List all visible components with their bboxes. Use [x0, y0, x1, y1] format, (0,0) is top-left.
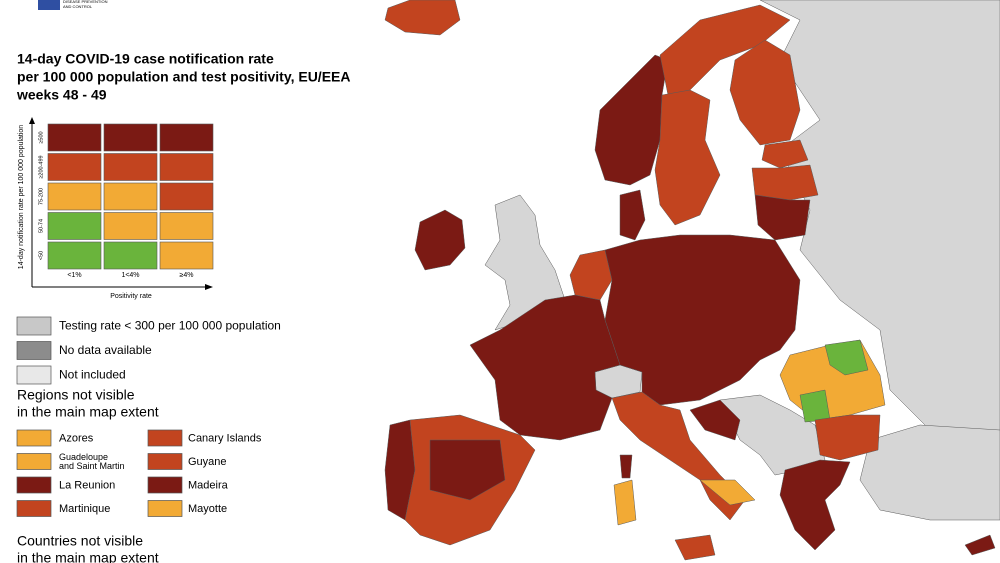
region-swatch: [147, 453, 183, 470]
column-label: ≥4%: [180, 272, 194, 279]
map: [384, 0, 1000, 561]
bulgaria: [814, 414, 881, 461]
legend-swatch: [16, 316, 52, 336]
matrix-cell: [103, 123, 158, 152]
x-arrow-head: [205, 284, 213, 290]
logo-text: AND CONTROL: [63, 4, 93, 9]
cyprus: [964, 534, 996, 556]
logo-flag: [38, 0, 60, 10]
france: [469, 294, 621, 441]
denmark: [619, 189, 646, 241]
corsica: [619, 454, 633, 479]
matrix-cell: [159, 153, 214, 181]
region-label: Madeira: [188, 479, 229, 491]
sweden: [654, 89, 721, 226]
map-title: per 100 000 population and test positivi…: [17, 69, 350, 85]
region-swatch: [16, 453, 52, 470]
matrix-cell: [103, 153, 158, 181]
matrix-cell: [103, 182, 158, 211]
matrix-cell: [47, 182, 102, 211]
croatia: [689, 399, 741, 441]
countries-heading: in the main map extent: [17, 550, 159, 563]
turkey: [859, 424, 1000, 521]
matrix-cell: [103, 241, 158, 270]
finland: [729, 39, 801, 146]
italy-south: [699, 479, 756, 506]
region-swatch: [16, 476, 52, 494]
column-label: <1%: [67, 272, 81, 279]
region-label: Mayotte: [188, 503, 227, 515]
legend-label: Testing rate < 300 per 100 000 populatio…: [59, 319, 281, 333]
lithuania: [754, 194, 811, 241]
region-label: La Reunion: [59, 479, 115, 491]
estonia: [761, 139, 809, 169]
legend-panel: 14-day COVID-19 case notification rate pe…: [16, 51, 350, 563]
region-swatch: [147, 476, 183, 494]
matrix-cell: [47, 212, 102, 240]
sicily: [674, 534, 716, 561]
matrix-cell: [47, 241, 102, 270]
region-label: Guyane: [188, 456, 227, 468]
region-label: Guadeloupe: [59, 452, 108, 462]
matrix-cell: [47, 153, 102, 181]
romania-green-n: [824, 339, 869, 376]
row-label: ≥200-499: [38, 155, 44, 178]
y-arrow-head: [29, 117, 35, 124]
legend-swatch: [16, 365, 52, 385]
matrix-cell: [103, 212, 158, 240]
legend-swatch: [16, 341, 52, 360]
ireland: [414, 209, 466, 271]
row-label: ≥500: [38, 131, 44, 143]
column-label: 1<4%: [121, 272, 139, 279]
latvia: [751, 164, 819, 201]
row-label: 50-74: [38, 219, 44, 233]
legend-label: Not included: [59, 368, 126, 382]
matrix-cell: [159, 212, 214, 240]
region-label: Martinique: [59, 503, 110, 515]
region-label: and Saint Martin: [59, 461, 125, 471]
map-title: 14-day COVID-19 case notification rate: [17, 51, 274, 67]
region-swatch: [147, 429, 183, 447]
spain-center: [429, 439, 506, 501]
x-axis-label: Positivity rate: [110, 293, 152, 300]
regions-heading: in the main map extent: [17, 404, 159, 420]
greece: [779, 459, 851, 551]
matrix-cell: [159, 182, 214, 211]
y-axis-label: 14-day notification rate per 100 000 pop…: [18, 125, 25, 269]
region-label: Canary Islands: [188, 432, 262, 444]
logo-text: DISEASE PREVENTION: [63, 0, 108, 4]
matrix-cell: [159, 241, 214, 270]
matrix-cell: [159, 123, 214, 152]
romania-green-s: [799, 389, 831, 423]
sardinia: [613, 479, 637, 526]
countries-heading: Countries not visible: [17, 533, 143, 549]
legend-label: No data available: [59, 343, 152, 357]
matrix-cell: [47, 123, 102, 152]
region-swatch: [16, 500, 52, 517]
iceland: [384, 0, 461, 36]
row-label: 75-200: [38, 188, 44, 205]
map-title: weeks 48 - 49: [16, 87, 107, 103]
row-label: <50: [38, 251, 44, 260]
region-swatch: [16, 429, 52, 447]
regions-heading: Regions not visible: [17, 387, 135, 403]
region-label: Azores: [59, 432, 94, 444]
region-swatch: [147, 500, 183, 517]
